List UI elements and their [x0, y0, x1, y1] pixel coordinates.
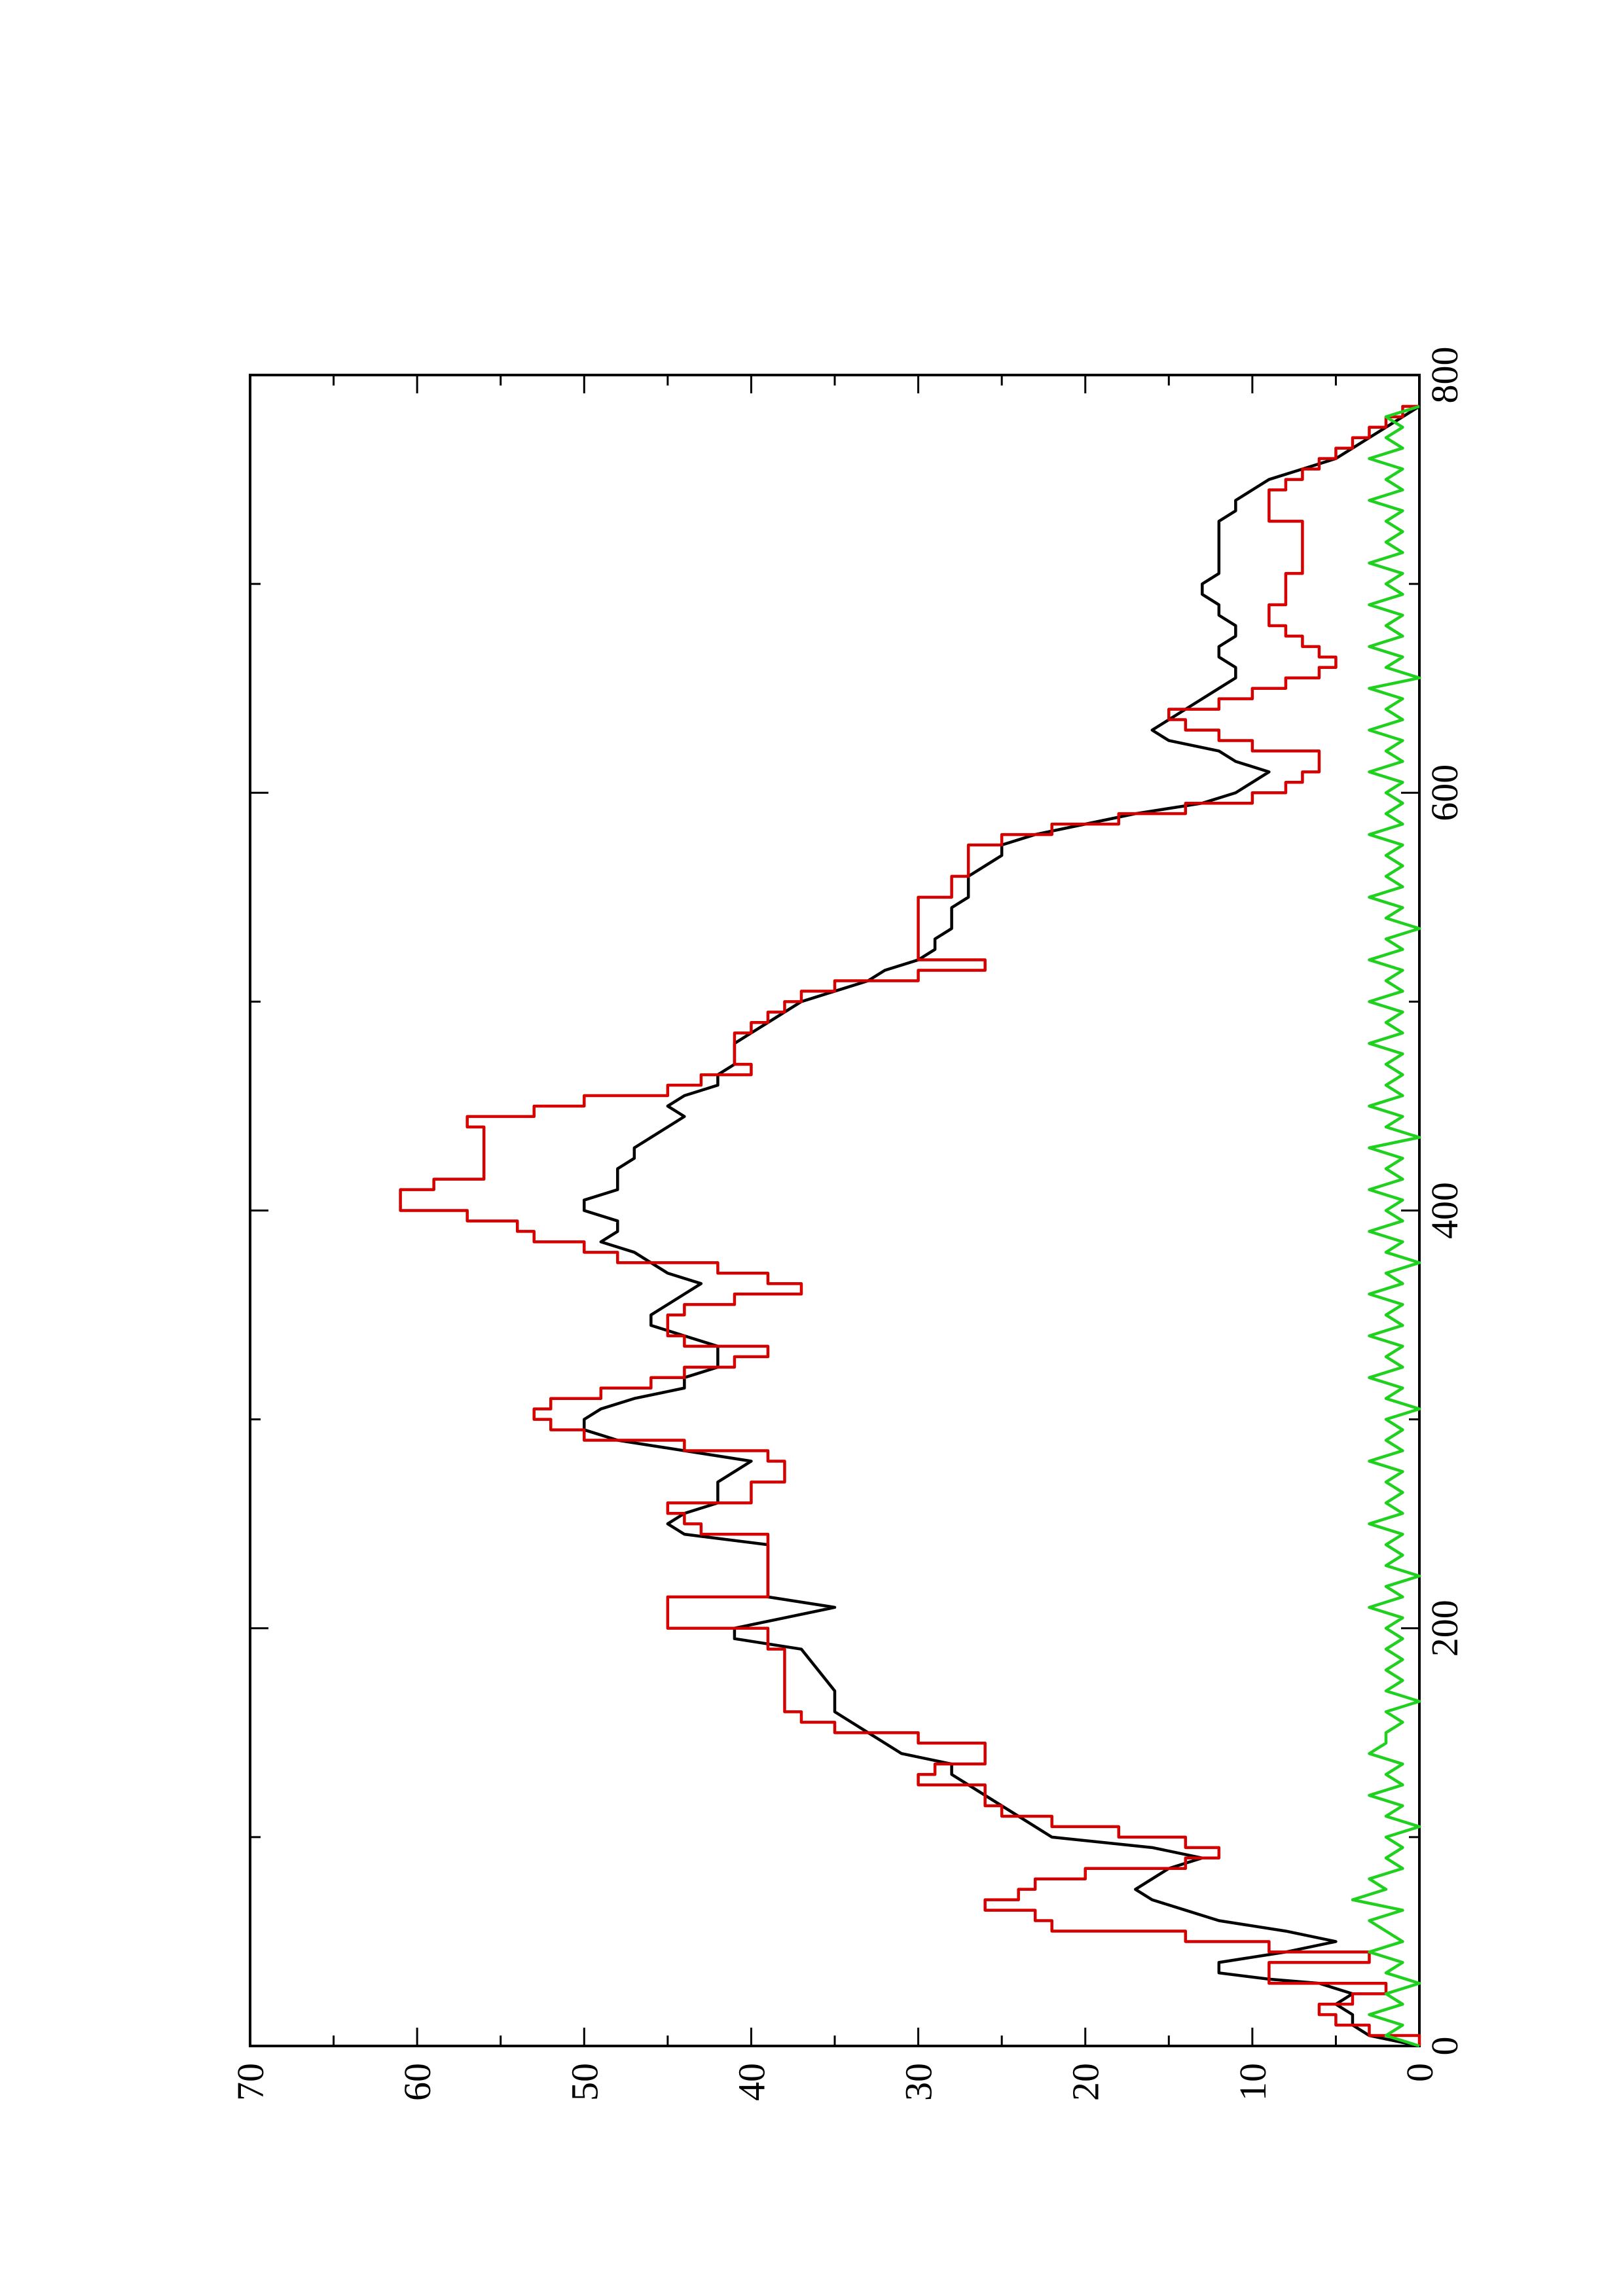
y-tick-label: 30 — [898, 2063, 940, 2101]
y-tick-label: 0 — [1398, 2063, 1441, 2082]
y-tick-label: 50 — [563, 2063, 606, 2101]
x-tick-label: 800 — [1423, 347, 1466, 404]
tick-marks — [249, 374, 1421, 2047]
y-tick-label: 60 — [396, 2063, 439, 2101]
tick-labels: 0 200 400 600 800 0 10 20 30 40 50 60 70 — [229, 347, 1466, 2102]
x-tick-label: 600 — [1423, 764, 1466, 821]
series-line-3 — [1351, 404, 1421, 2048]
x-tick-label: 0 — [1423, 2037, 1466, 2056]
y-tick-label: 20 — [1065, 2063, 1107, 2101]
x-tick-label: 400 — [1423, 1182, 1466, 1239]
y-tick-label: 40 — [730, 2063, 773, 2101]
plot-area: 0 200 400 600 800 0 10 20 30 40 50 60 70 — [229, 347, 1466, 2102]
y-tick-label: 70 — [229, 2063, 272, 2101]
y-tick-label: 10 — [1231, 2063, 1274, 2101]
series-group — [399, 404, 1421, 2048]
x-tick-label: 200 — [1423, 1600, 1466, 1657]
series-line-1 — [583, 404, 1421, 2048]
series-line-2 — [399, 404, 1421, 2046]
